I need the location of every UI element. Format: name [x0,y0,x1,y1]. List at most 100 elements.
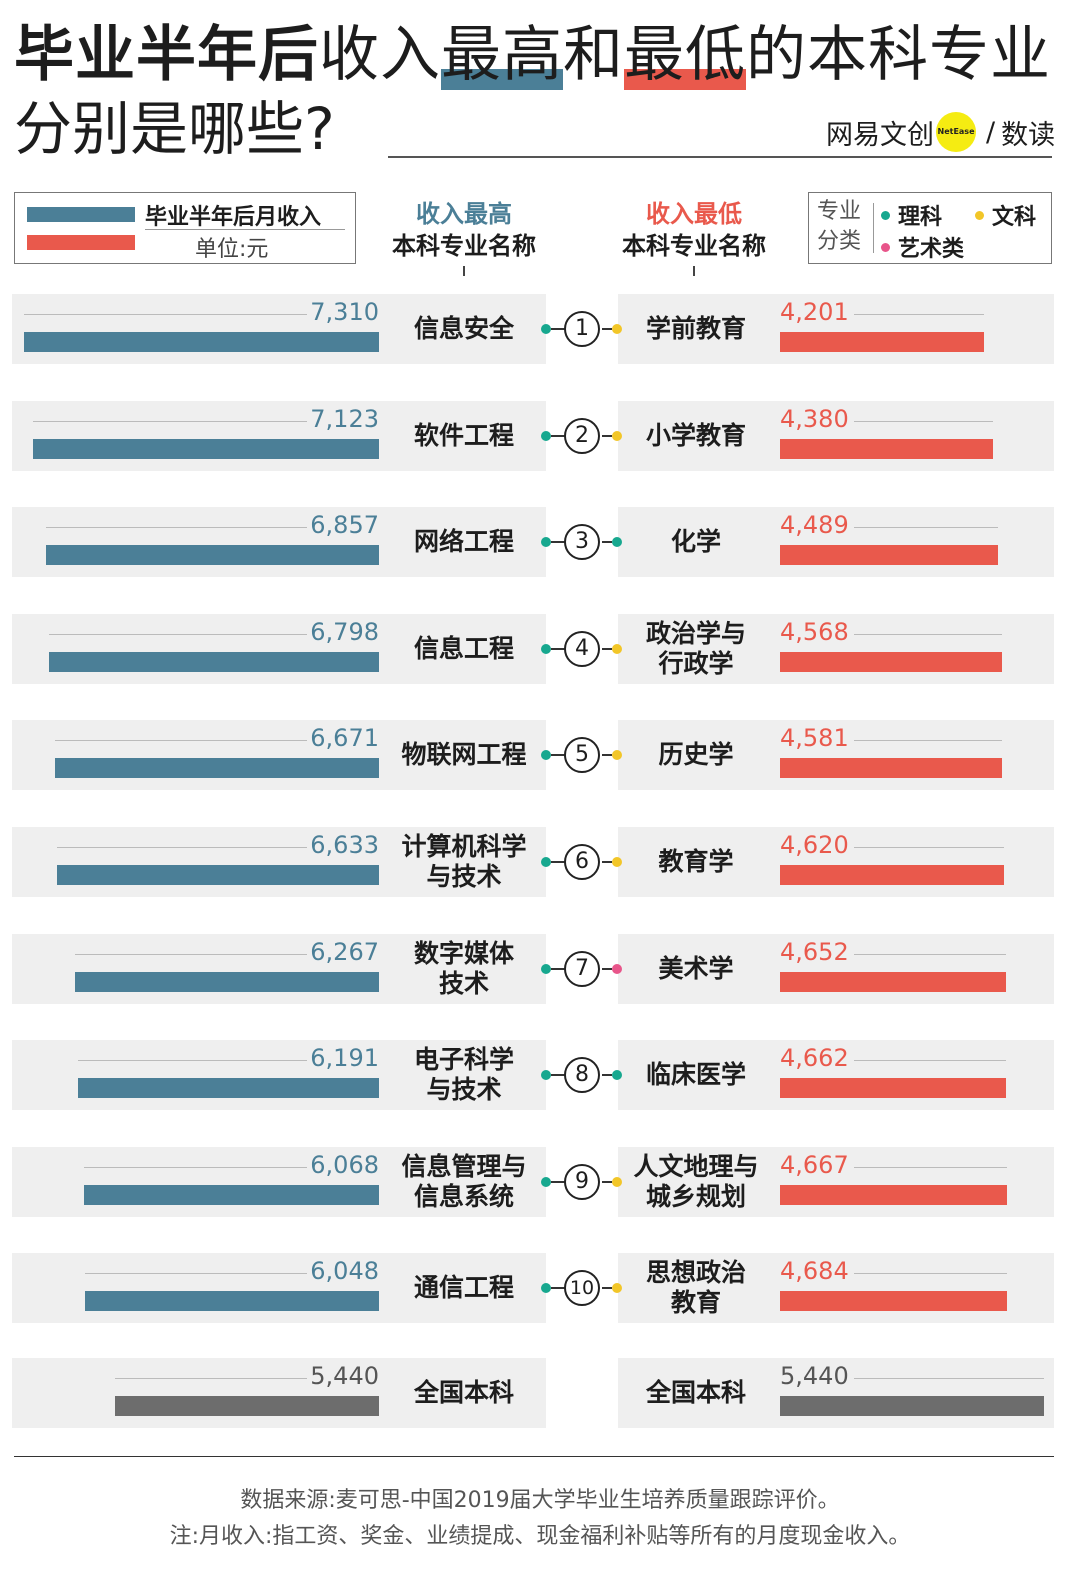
left-science-dot-icon [541,1177,551,1187]
brand-name: 网易文创 [826,119,934,151]
category-title-line1: 专业 [817,199,862,224]
left-row-panel [12,1358,546,1428]
right-row-panel [618,1358,1054,1428]
left-value-label: 6,671 [310,724,379,752]
right-guide-line [854,954,1006,955]
left-value-label: 5,440 [310,1362,379,1390]
category-item-arts: 文科 [975,199,1036,231]
right-value-label: 4,667 [780,1151,849,1179]
footer-note: 注:月收入:指工资、奖金、业绩提成、现金福利补贴等所有的月度现金收入。 [169,1524,911,1549]
left-connector [551,968,565,970]
right-connector [602,1181,612,1183]
low-major-name: 全国本科 [645,1378,746,1407]
right-value-label: 4,581 [780,724,849,752]
left-row-panel [12,1253,546,1323]
right-value-label: 4,662 [780,1044,849,1072]
left-row-panel [12,614,546,684]
fine-arts-dot-icon [881,242,890,252]
left-header-line2: 本科专业名称 [392,232,536,260]
left-income-bar [48,652,379,672]
title-part1: 毕业半年后 [14,20,319,90]
right-income-bar [780,758,1003,778]
right-guide-line [854,421,993,422]
right-header-line1: 收入最低 [646,200,742,228]
low-major-name: 美术学 [658,954,734,983]
right-guide-line [854,314,984,315]
left-guide-line [85,1273,307,1274]
left-guide-line [114,1378,307,1379]
left-row-panel [12,720,546,790]
right-row-panel [618,614,1054,684]
rank-number: 10 [564,1270,600,1306]
right-connector [602,968,612,970]
right-row-panel [618,720,1054,790]
left-row-panel [12,294,546,364]
right-header-line2: 本科专业名称 [622,232,766,260]
left-science-dot-icon [541,964,551,974]
high-major-name: 计算机科学 与技术 [401,832,527,891]
page-title: 毕业半年后收入最高和最低的本科专业 [14,20,1051,90]
left-row-panel [12,507,546,577]
high-major-name: 通信工程 [413,1273,514,1302]
right-income-bar [780,439,993,459]
title-rule [388,156,1052,158]
high-major-name: 信息工程 [413,634,514,663]
arts-dot-icon [975,210,984,220]
right-connector [602,1287,612,1289]
left-row-panel [12,1040,546,1110]
brand: 网易文创 NetEase / 数读 [826,112,1055,152]
left-income-bar [55,758,379,778]
right-value-label: 4,684 [780,1257,849,1285]
rank-number: 7 [564,951,600,987]
left-value-label: 7,123 [310,405,379,433]
right-header-tick [693,266,695,276]
left-header: 收入最高 本科专业名称 [384,198,544,262]
left-guide-line [55,740,307,741]
high-major-name: 全国本科 [413,1378,514,1407]
left-income-bar [74,972,379,992]
right-guide-line [854,1060,1007,1061]
left-income-bar [56,865,379,885]
right-income-bar [780,865,1005,885]
right-guide-line [854,1378,1045,1379]
right-row-panel [618,934,1054,1004]
left-guide-line [48,634,307,635]
high-major-name: 网络工程 [413,527,514,556]
right-guide-line [854,634,1002,635]
left-science-dot-icon [541,857,551,867]
left-value-label: 7,310 [310,298,379,326]
category-item-science: 理科 [881,199,942,231]
left-row-panel [12,1147,546,1217]
high-major-name: 软件工程 [413,421,514,450]
right-value-label: 4,201 [780,298,849,326]
legend: 毕业半年后月收入 单位:元 [14,192,356,264]
left-header-tick [463,266,465,276]
left-value-label: 6,068 [310,1151,379,1179]
high-major-name: 数字媒体 技术 [413,939,514,998]
right-value-label: 4,568 [780,618,849,646]
left-row-panel [12,934,546,1004]
right-row-panel [618,507,1054,577]
left-guide-line [78,1060,307,1061]
left-science-dot-icon [541,431,551,441]
low-major-name: 政治学与 行政学 [645,619,746,678]
left-connector [551,328,565,330]
legend-rule [145,229,345,230]
left-value-label: 6,633 [310,831,379,859]
left-income-bar [84,1185,379,1205]
left-connector [551,541,565,543]
title-part3: 的本科专业 [746,20,1051,90]
title-highlight-low: 最低 [624,20,746,90]
left-income-bar [78,1078,379,1098]
right-row-panel [618,294,1054,364]
legend-low-swatch [27,235,135,250]
brand-sub: 数读 [1001,119,1056,151]
title-mid: 和 [563,20,624,90]
right-guide-line [854,1273,1008,1274]
legend-high-swatch [27,207,135,222]
right-income-bar [780,972,1006,992]
right-income-bar [780,545,998,565]
right-income-bar [780,652,1002,672]
right-guide-line [854,527,998,528]
right-category-dot-icon [612,431,622,441]
